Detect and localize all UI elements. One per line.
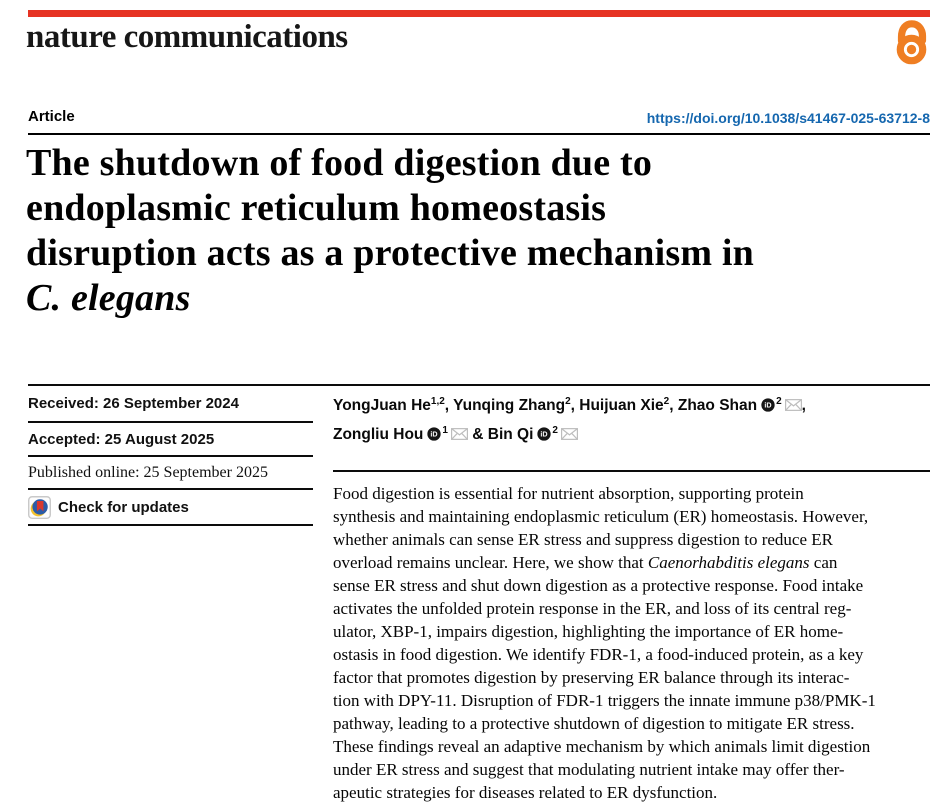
author-name: Huijuan Xie: [579, 397, 664, 414]
svg-text:iD: iD: [765, 402, 772, 410]
svg-text:iD: iD: [431, 431, 438, 439]
author-affiliation-superscript: 1,2: [430, 396, 445, 407]
title-line-species: C. elegans: [26, 277, 191, 319]
author-separator: ,: [444, 397, 454, 414]
metadata-top-divider: [28, 384, 930, 386]
abstract-text: Food digestion is essential for nutrient…: [333, 482, 938, 804]
brand-color-bar: [28, 10, 930, 17]
published-date: Published online: 25 September 2025: [28, 457, 313, 490]
journal-wordmark: nature communications: [26, 19, 348, 55]
author-separator: &: [467, 426, 488, 443]
abstract-line: apeutic strategies for diseases related …: [333, 783, 718, 802]
article-title: The shutdown of food digestion due to en…: [26, 141, 931, 321]
authors-block: YongJuan He1,2, Yunqing Zhang2, Huijuan …: [333, 392, 933, 450]
check-for-updates-label: Check for updates: [58, 498, 189, 516]
author-separator: ,: [669, 397, 678, 414]
abstract-line: activates the unfolded protein response …: [333, 599, 852, 618]
author-name: Zhao Shan: [677, 397, 758, 414]
email-icon[interactable]: [784, 393, 802, 420]
open-access-icon: [892, 20, 930, 70]
abstract-line: overload remains unclear. Here, we show …: [333, 553, 838, 572]
abstract-line: Food digestion is essential for nutrient…: [333, 484, 804, 503]
abstract-line: pathway, leading to a protective shutdow…: [333, 714, 855, 733]
abstract-divider: [333, 470, 930, 472]
author-affiliation-superscript: 2: [776, 396, 782, 407]
author-name: Zongliu Hou: [333, 426, 424, 443]
orcid-icon[interactable]: iD: [427, 423, 442, 450]
author-line: YongJuan He1,2, Yunqing Zhang2, Huijuan …: [333, 392, 933, 421]
abstract-line: These findings reveal an adaptive mechan…: [333, 737, 871, 756]
author-separator: ,: [570, 397, 580, 414]
author-line: Zongliu Hou iD 1 & Bin Qi iD 2: [333, 421, 933, 450]
email-icon[interactable]: [450, 422, 468, 449]
abstract-line: sense ER stress and shut down digestion …: [333, 576, 864, 595]
abstract-line: tion with DPY-11. Disruption of FDR-1 tr…: [333, 691, 876, 710]
abstract-line: whether animals can sense ER stress and …: [333, 530, 833, 549]
abstract-line: synthesis and maintaining endoplasmic re…: [333, 507, 869, 526]
abstract-line: ulator, XBP-1, impairs digestion, highli…: [333, 622, 844, 641]
title-line: endoplasmic reticulum homeostasis: [26, 187, 607, 229]
abstract-line: under ER stress and suggest that modulat…: [333, 760, 845, 779]
metadata-column: Received: 26 September 2024 Accepted: 25…: [28, 386, 313, 526]
author-affiliation-superscript: 2: [663, 396, 670, 407]
crossmark-icon: [28, 495, 51, 519]
check-for-updates-button[interactable]: Check for updates: [28, 490, 313, 526]
svg-text:iD: iD: [541, 431, 548, 439]
title-line: The shutdown of food digestion due to: [26, 142, 653, 184]
author-affiliation-superscript: 1: [442, 425, 448, 436]
accepted-date: Accepted: 25 August 2025: [28, 423, 313, 457]
doi-link[interactable]: https://doi.org/10.1038/s41467-025-63712…: [646, 110, 930, 126]
author-name: Yunqing Zhang: [453, 397, 566, 414]
author-separator: ,: [801, 397, 806, 414]
email-icon[interactable]: [560, 422, 578, 449]
author-name: Bin Qi: [487, 426, 534, 443]
author-name: YongJuan He: [333, 397, 431, 414]
orcid-icon[interactable]: iD: [537, 423, 552, 450]
received-date: Received: 26 September 2024: [28, 386, 313, 423]
orcid-icon[interactable]: iD: [761, 394, 775, 421]
abstract-line: ostasis in food digestion. We identify F…: [333, 645, 864, 664]
title-line: disruption acts as a protective mechanis…: [26, 232, 754, 274]
author-affiliation-superscript: 2: [552, 425, 558, 436]
author-affiliation-superscript: 2: [565, 396, 571, 407]
article-type-label: Article: [28, 108, 75, 125]
abstract-line: factor that promotes digestion by preser…: [333, 668, 850, 687]
header-divider: [28, 133, 930, 135]
